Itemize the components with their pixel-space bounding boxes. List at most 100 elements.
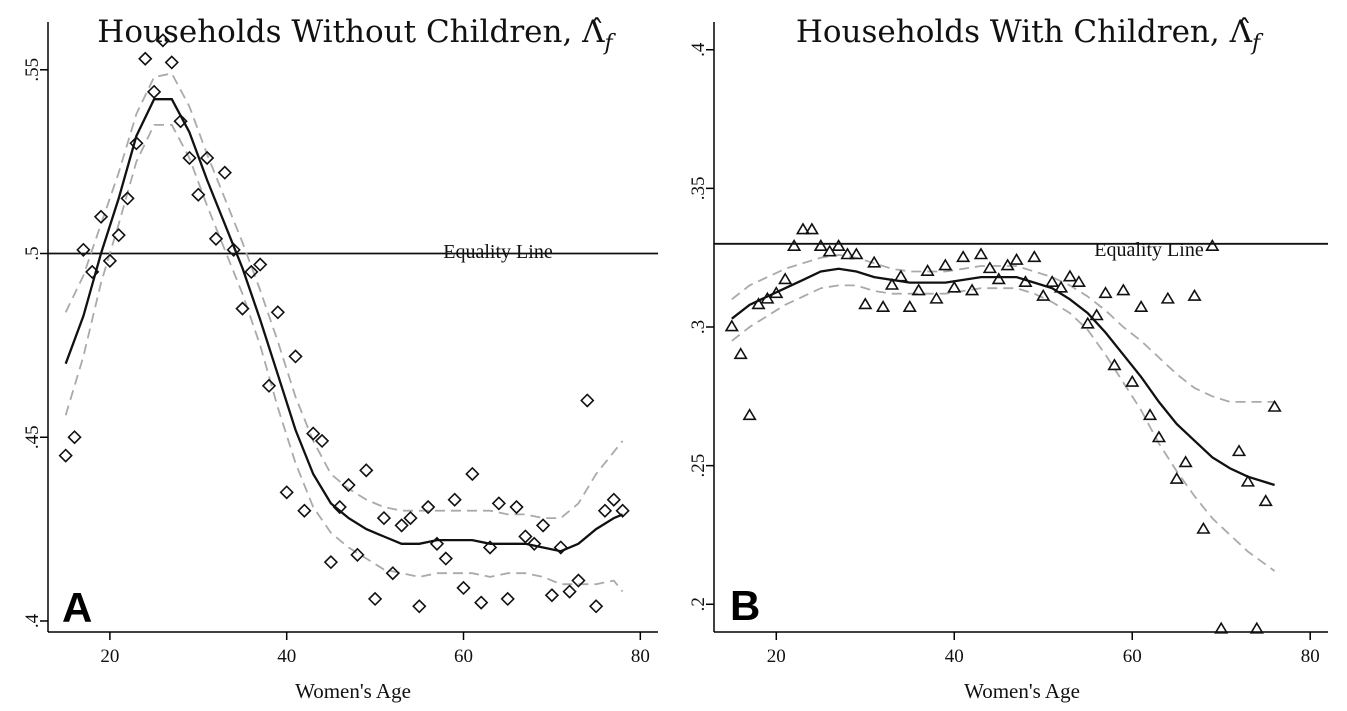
panel-a-point bbox=[58, 448, 73, 463]
panel-b-x-tick-label: 40 bbox=[945, 646, 964, 667]
panel-b-point bbox=[1214, 621, 1229, 634]
panel-b-point bbox=[991, 272, 1006, 285]
panel-a-point bbox=[164, 55, 179, 70]
panel-a-point bbox=[323, 555, 339, 570]
panel-b-x-tick-label: 60 bbox=[1123, 646, 1142, 667]
panel-b-point bbox=[733, 347, 748, 360]
panel-b-y-tick-label: .4 bbox=[688, 42, 709, 57]
panel-a-point bbox=[438, 551, 453, 566]
panel-b-point bbox=[1178, 455, 1193, 468]
panel-a-equality-label: Equality Line bbox=[443, 241, 553, 263]
panel-a-y-tick-label: .5 bbox=[22, 246, 43, 260]
panel-a-point bbox=[527, 536, 542, 551]
panel-b-point bbox=[795, 222, 811, 235]
panel-b-x-label: Women's Age bbox=[964, 679, 1080, 703]
panel-b-point bbox=[1027, 250, 1042, 263]
panel-a-point bbox=[279, 485, 294, 500]
panel-b-y-tick-label: .35 bbox=[688, 176, 709, 200]
panel-a-point bbox=[261, 378, 277, 393]
panel-b-point bbox=[1231, 444, 1247, 457]
panel-b-point bbox=[1267, 399, 1282, 412]
panel-b-ci-lower bbox=[731, 284, 1276, 572]
panel-b-point bbox=[786, 239, 802, 251]
panel-a-point bbox=[429, 536, 445, 551]
panel-b-point bbox=[1205, 239, 1220, 251]
panel-a-point bbox=[173, 114, 188, 129]
panel-b-point bbox=[1258, 494, 1273, 507]
panel-b-point bbox=[1062, 269, 1078, 282]
panel-a-point bbox=[111, 228, 126, 243]
panel-b-point bbox=[724, 319, 739, 332]
panel-b-x-tick-label: 20 bbox=[767, 646, 786, 667]
panel-a-x-tick-label: 80 bbox=[631, 646, 650, 667]
panel-a-point bbox=[465, 466, 480, 482]
panel-b-x-tick-label: 80 bbox=[1301, 646, 1320, 667]
panel-b-point bbox=[1107, 358, 1122, 371]
panel-a-point bbox=[385, 566, 400, 581]
panel-a-title: Households Without Children, Λ̂f bbox=[97, 14, 616, 56]
panel-b-point bbox=[1169, 471, 1184, 484]
panel-b-point bbox=[938, 258, 953, 271]
panel-a-point bbox=[421, 499, 436, 515]
panel-a-point bbox=[456, 580, 471, 596]
panel-a-point bbox=[571, 573, 586, 588]
panel-b-y-tick-label: .25 bbox=[688, 454, 709, 478]
panel-b-point bbox=[902, 300, 917, 312]
panel-a-point bbox=[597, 503, 613, 518]
panel-a-point bbox=[376, 510, 392, 526]
panel-a-point bbox=[138, 51, 153, 66]
panel-b-ci-upper bbox=[731, 253, 1275, 403]
panel-b-point bbox=[1187, 288, 1202, 301]
panel-b-point bbox=[1071, 275, 1086, 288]
panel-b-point bbox=[849, 247, 864, 260]
panel-a-point bbox=[447, 492, 462, 507]
panel-a-y-tick-label: .45 bbox=[22, 425, 43, 449]
panel-b-point bbox=[813, 239, 828, 251]
panel-a-point bbox=[606, 492, 621, 507]
panel-b-letter: B bbox=[730, 582, 760, 629]
panel-b-point bbox=[1196, 521, 1211, 534]
panel-a-point bbox=[93, 209, 109, 224]
panel-a-point bbox=[253, 257, 268, 272]
panel-b-point bbox=[1080, 316, 1095, 329]
panel-a-ci-lower bbox=[64, 124, 624, 593]
panel-a-point bbox=[297, 503, 312, 518]
panel-b-point bbox=[893, 269, 908, 282]
panel-a-point bbox=[217, 165, 232, 180]
panel-b-point bbox=[769, 286, 784, 299]
panel-a-point bbox=[129, 136, 144, 151]
panel-a-point bbox=[288, 349, 303, 364]
panel-b-point bbox=[964, 283, 980, 296]
panel-a-point bbox=[394, 518, 409, 533]
panel-a-point bbox=[500, 591, 515, 607]
panel-a-point bbox=[332, 499, 347, 515]
panel-b-point bbox=[1116, 283, 1131, 296]
panel-a-point bbox=[146, 84, 162, 99]
panel-a-point bbox=[359, 463, 374, 478]
panel-a-point bbox=[182, 150, 197, 166]
panel-a-point bbox=[306, 426, 321, 441]
panel-b-point bbox=[1036, 288, 1051, 301]
panel-a-point bbox=[615, 503, 630, 518]
panel-a-y-tick-label: .55 bbox=[22, 58, 43, 82]
panel-b-point bbox=[1089, 308, 1104, 321]
panel-a-point bbox=[580, 393, 595, 408]
panel-a-point bbox=[67, 430, 82, 445]
panel-a-x-label: Women's Age bbox=[295, 679, 411, 703]
panel-b-point bbox=[982, 261, 997, 274]
panel-a-y-tick-label: .4 bbox=[22, 613, 43, 628]
panel-a-point bbox=[102, 253, 118, 268]
panel-b-y-tick-label: .3 bbox=[688, 320, 709, 334]
panel-b-point bbox=[1053, 280, 1069, 293]
panel-b-point bbox=[920, 263, 935, 276]
panel-b-fit-line bbox=[731, 267, 1275, 487]
panel-b-point bbox=[778, 272, 793, 285]
panel-a-chart: Households Without Children, Λ̂f Equalit… bbox=[22, 14, 658, 703]
panel-b-point bbox=[1151, 430, 1167, 443]
panel-b-point bbox=[1249, 621, 1264, 634]
panel-b-point bbox=[875, 300, 891, 312]
panel-b-point bbox=[804, 222, 819, 235]
panel-a-point bbox=[482, 540, 498, 555]
panel-a-point bbox=[199, 150, 215, 166]
panel-a-point bbox=[350, 547, 365, 562]
